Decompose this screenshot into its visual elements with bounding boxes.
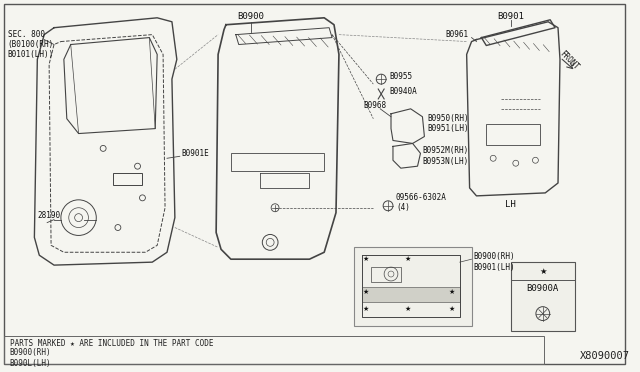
Text: B0950(RH)
B0951(LH): B0950(RH) B0951(LH) [428,114,469,133]
Bar [511,262,575,331]
Text: B0900(RH)
B090L(LH): B0900(RH) B090L(LH) [10,348,51,368]
Bar [371,267,401,282]
Text: B0961: B0961 [445,30,468,39]
Text: ★: ★ [404,306,411,312]
Text: B0901: B0901 [497,12,524,21]
Bar [231,153,324,171]
Bar [362,287,460,302]
Text: B0968: B0968 [364,101,387,110]
Text: B0952M(RH)
B0953N(LH): B0952M(RH) B0953N(LH) [422,147,468,166]
Text: PARTS MARKED ★ ARE INCLUDED IN THE PART CODE: PARTS MARKED ★ ARE INCLUDED IN THE PART … [10,339,213,348]
Text: B0901E: B0901E [182,149,209,158]
Text: ★: ★ [404,256,411,262]
Text: B0900: B0900 [237,12,264,21]
Text: 28190: 28190 [38,211,61,220]
Text: ★: ★ [362,256,369,262]
Text: LH: LH [506,200,516,209]
Text: B0900(RH)
B0901(LH): B0900(RH) B0901(LH) [474,252,515,272]
Text: ★: ★ [362,306,369,312]
Bar [4,336,544,364]
Text: 09566-6302A
(4): 09566-6302A (4) [396,193,447,212]
Text: X8090007: X8090007 [580,351,630,361]
Text: SEC. 800
(B0100(RH)
B0101(LH)): SEC. 800 (B0100(RH) B0101(LH)) [8,30,54,60]
Text: ★: ★ [539,267,547,276]
Bar [113,173,143,185]
Text: B0955: B0955 [389,72,412,81]
Bar [354,247,472,327]
Text: FRONT: FRONT [558,49,580,72]
Text: ★: ★ [362,289,369,295]
Text: B0940A: B0940A [389,87,417,96]
Text: ★: ★ [449,289,455,295]
Text: B0900A: B0900A [527,284,559,293]
Bar [486,124,540,145]
Text: ★: ★ [449,306,455,312]
